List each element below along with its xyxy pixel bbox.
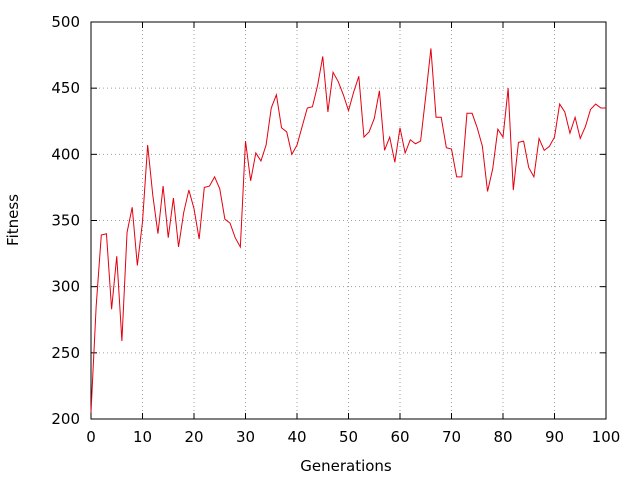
axes	[90, 21, 607, 420]
y-tick-label: 200	[51, 410, 80, 428]
y-tick-label: 500	[51, 13, 80, 31]
x-tick-label: 10	[133, 428, 152, 446]
series-layer	[90, 48, 606, 413]
x-axis-title: Generations	[300, 457, 392, 475]
y-tick-label: 350	[51, 212, 80, 230]
x-tick-label: 100	[592, 428, 621, 446]
x-tick-label: 90	[545, 428, 564, 446]
x-tick-label: 50	[339, 428, 358, 446]
tick-labels: 0 10 20 30 40 50 60 70 80 90 100 200 250 300 350 400 450…	[51, 13, 620, 446]
fitness-series-line	[90, 48, 606, 413]
x-tick-label: 80	[493, 428, 512, 446]
plot-border	[90, 21, 607, 420]
x-tick-label: 40	[287, 428, 306, 446]
x-tick-label: 70	[442, 428, 461, 446]
grid	[91, 22, 606, 419]
y-tick-label: 300	[51, 278, 80, 296]
x-tick-label: 20	[184, 428, 203, 446]
y-tick-label: 400	[51, 145, 80, 163]
x-tick-label: 0	[86, 428, 96, 446]
y-tick-label: 250	[51, 344, 80, 362]
x-tick-label: 30	[236, 428, 255, 446]
y-tick-label: 450	[51, 79, 80, 97]
x-tick-label: 60	[390, 428, 409, 446]
y-axis-title: Fitness	[4, 194, 22, 246]
